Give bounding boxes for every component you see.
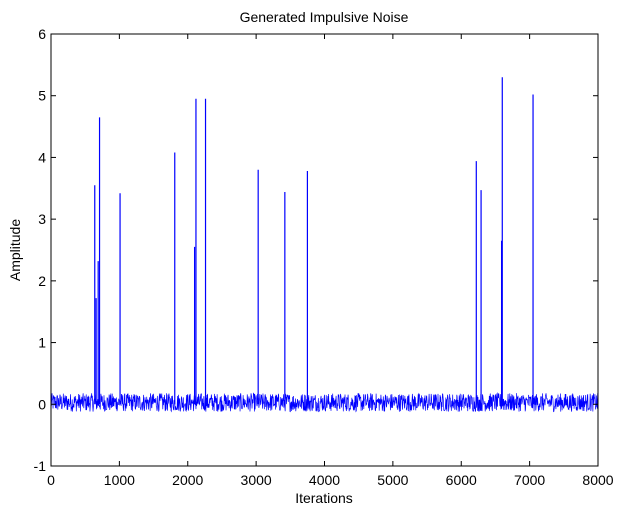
y-tick-label: 6 <box>38 26 46 42</box>
y-tick-label: 0 <box>38 396 46 412</box>
x-axis-label: Iterations <box>295 490 353 506</box>
y-tick-label: 1 <box>38 335 46 351</box>
noise-series-line <box>50 392 599 413</box>
x-tick-label: 4000 <box>309 472 340 488</box>
x-tick-label: 8000 <box>582 472 613 488</box>
x-axis-ticks: 0 1000 2000 3000 4000 5000 6000 7000 8000 <box>47 34 614 488</box>
y-tick-label: 2 <box>38 273 46 289</box>
x-tick-label: 2000 <box>172 472 203 488</box>
chart-title: Generated Impulsive Noise <box>240 9 409 25</box>
plot-layer <box>50 77 599 413</box>
x-tick-label: 6000 <box>446 472 477 488</box>
y-tick-label: 5 <box>38 88 46 104</box>
y-axis-ticks: -1 0 1 2 3 4 5 6 <box>34 26 598 474</box>
x-tick-label: 0 <box>47 472 55 488</box>
x-tick-label: 3000 <box>241 472 272 488</box>
x-tick-label: 5000 <box>377 472 408 488</box>
y-tick-label: -1 <box>34 458 47 474</box>
y-tick-label: 3 <box>38 211 46 227</box>
x-tick-label: 7000 <box>514 472 545 488</box>
y-tick-label: 4 <box>38 149 46 165</box>
y-axis-label: Amplitude <box>7 219 23 281</box>
x-tick-label: 1000 <box>104 472 135 488</box>
